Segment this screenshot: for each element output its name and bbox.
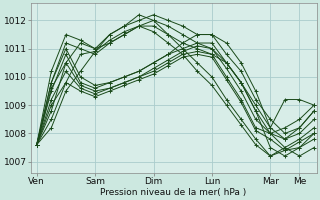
X-axis label: Pression niveau de la mer( hPa ): Pression niveau de la mer( hPa ) xyxy=(100,188,247,197)
